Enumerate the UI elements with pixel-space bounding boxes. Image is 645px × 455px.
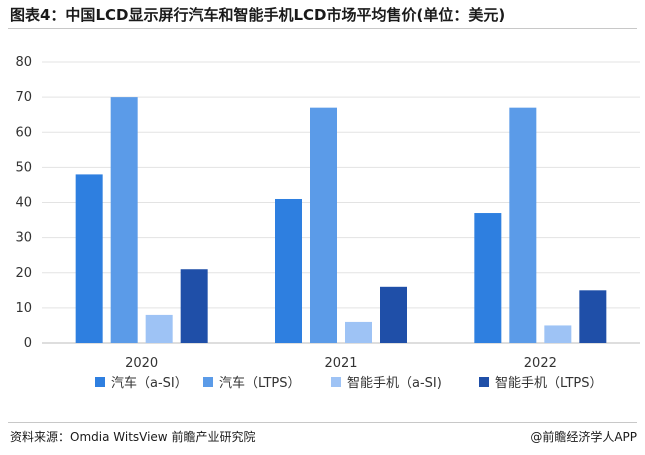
bar (310, 107, 337, 343)
title-divider (8, 28, 637, 29)
legend-label: 智能手机（LTPS） (495, 376, 603, 391)
bar (145, 314, 173, 343)
legend-label: 汽车（a-SI） (111, 375, 188, 391)
y-tick-label: 70 (15, 90, 32, 105)
brand-credit: @前瞻经济学人APP (530, 430, 637, 444)
x-axis-ticks: 2020 2021 2022 (125, 356, 557, 371)
y-tick-label: 0 (24, 336, 32, 351)
x-tick-label: 2022 (524, 356, 557, 371)
footer-divider (8, 422, 637, 423)
y-tick-label: 50 (15, 160, 32, 175)
legend-label: 智能手机（a-SI) (347, 376, 442, 391)
source-note: 资料来源：Omdia WitsView 前瞻产业研究院 (10, 430, 256, 444)
y-tick-label: 80 (15, 55, 32, 70)
y-tick-label: 20 (15, 266, 32, 281)
legend-swatch (203, 377, 213, 387)
chart-title: 图表4：中国LCD显示屏行汽车和智能手机LCD市场平均售价(单位：美元) (10, 6, 506, 24)
legend-swatch (331, 377, 341, 387)
bars (75, 97, 607, 343)
legend-label: 汽车（LTPS） (219, 375, 301, 391)
y-tick-label: 40 (15, 196, 32, 211)
legend-swatch (479, 377, 489, 387)
y-axis-ticks: 0 10 20 30 40 50 60 70 80 (15, 55, 32, 351)
gridlines (42, 61, 640, 344)
y-tick-label: 10 (15, 301, 32, 316)
bar (579, 290, 607, 343)
x-tick-label: 2021 (324, 356, 357, 371)
bar (345, 321, 372, 343)
y-tick-label: 60 (15, 125, 32, 140)
bar (75, 174, 103, 343)
bar (544, 325, 572, 343)
legend-swatch (95, 377, 105, 387)
bar (474, 213, 502, 343)
bar (509, 107, 537, 343)
bar (180, 269, 208, 343)
y-tick-label: 30 (15, 231, 32, 246)
legend: 汽车（a-SI） 汽车（LTPS） 智能手机（a-SI) 智能手机（LTPS） (95, 375, 603, 391)
bar (275, 198, 302, 343)
x-tick-label: 2020 (125, 356, 158, 371)
bar (110, 97, 138, 343)
bar (380, 286, 407, 343)
